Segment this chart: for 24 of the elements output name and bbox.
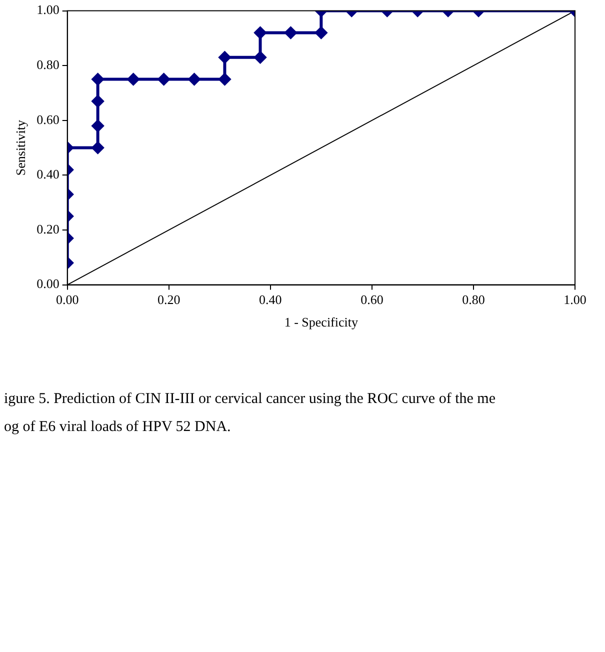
x-tick-label: 1.00 <box>564 292 586 308</box>
point <box>188 73 200 86</box>
y-tick-label: 0.80 <box>36 57 60 72</box>
y-tick-label: 0.40 <box>36 166 60 182</box>
y-tick-label: 1.00 <box>36 2 60 18</box>
point <box>254 26 266 39</box>
text: igure 5. Prediction of CIN II-III or cervical cancer using the ROC curve of the me <box>4 390 496 409</box>
point <box>284 26 297 39</box>
y-axis-title: Sensitivity <box>13 119 28 176</box>
x-tick-label: 0.00 <box>56 292 79 308</box>
point <box>315 26 328 39</box>
point <box>254 51 266 64</box>
x-tick-label: 0.60 <box>360 292 384 308</box>
x-axis-title: 1 - Specificity <box>284 314 358 330</box>
x-tick-label: 0.40 <box>259 292 282 308</box>
y-tick-label: 0.60 <box>36 112 60 127</box>
y-tick-label: 0.20 <box>36 221 60 236</box>
point <box>158 73 170 86</box>
x-tick-label: 0.20 <box>158 292 180 308</box>
point <box>218 51 231 64</box>
point <box>218 73 231 86</box>
x-tick-label: 0.80 <box>462 292 485 308</box>
y-tick-label: 0.00 <box>36 276 60 292</box>
text: og of E6 viral loads of HPV 52 DNA. <box>4 418 232 437</box>
